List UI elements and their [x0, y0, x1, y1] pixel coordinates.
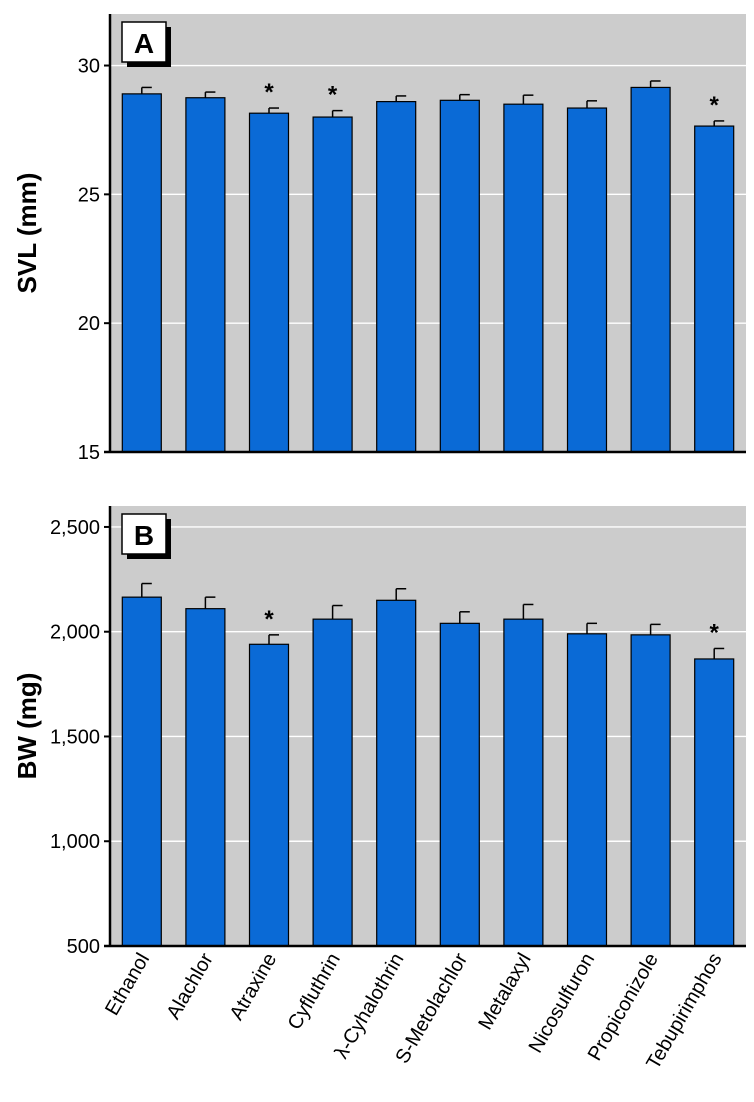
- y-axis-label-a: SVL (mm): [12, 173, 42, 294]
- panel-label-box-b: [121, 513, 167, 555]
- y-tick-label-a-0: 15: [78, 442, 100, 464]
- y-tick-label-b-2: 1,500: [50, 726, 100, 748]
- bar-b-8: [630, 634, 671, 947]
- y-tick-label-a-3: 30: [78, 56, 100, 78]
- y-tick-label-b-1: 1,000: [50, 831, 100, 853]
- bar-b-1: [185, 608, 226, 947]
- y-axis-label-b: BW (mg): [12, 673, 42, 780]
- bar-b-0: [121, 596, 162, 947]
- x-tick-label-1: Alachlor: [163, 949, 218, 1023]
- bar-a-7: [566, 107, 608, 453]
- significance-marker-b-9: *: [710, 619, 720, 646]
- bar-b-3: [312, 618, 353, 947]
- significance-marker-a-9: *: [710, 92, 720, 119]
- bar-a-0: [121, 93, 162, 453]
- y-tick-label-a-2: 25: [78, 184, 100, 206]
- significance-marker-a-3: *: [328, 82, 338, 109]
- bar-a-2: [248, 112, 290, 453]
- y-tick-label-b-3: 2,000: [50, 622, 100, 644]
- bar-a-3: [312, 116, 353, 453]
- y-tick-label-b-0: 500: [67, 936, 100, 958]
- x-tick-label-7: Nicosulfuron: [525, 950, 600, 1057]
- significance-marker-b-2: *: [264, 606, 274, 633]
- bar-b-2: [248, 643, 290, 947]
- panel-label-b: B: [134, 520, 154, 551]
- x-tick-label-3: Cyfluthrin: [284, 950, 345, 1034]
- panel-b: 500 1,000 1,500 2,000 2,500 * * BW (mg) B: [12, 506, 746, 958]
- x-tick-label-0: Ethanol: [101, 950, 154, 1020]
- x-tick-label-6: Metalaxyl: [474, 950, 535, 1034]
- bar-a-9: [694, 125, 735, 453]
- panel-a: 15 20 25 30 * * * SVL (mm) A: [12, 14, 746, 464]
- bar-a-1: [185, 97, 226, 453]
- bar-b-6: [503, 618, 544, 947]
- bar-a-6: [503, 103, 544, 453]
- y-tick-label-a-1: 20: [78, 313, 100, 335]
- significance-marker-a-2: *: [264, 79, 274, 106]
- bar-b-7: [566, 633, 608, 947]
- panel-label-a: A: [134, 28, 154, 59]
- bar-b-5: [439, 622, 480, 947]
- bar-a-4: [376, 100, 417, 453]
- y-tick-label-b-4: 2,500: [50, 517, 100, 539]
- bar-b-4: [376, 599, 417, 947]
- x-tick-label-2: Atraxine: [226, 950, 282, 1025]
- bar-a-5: [439, 99, 480, 453]
- bar-b-9: [694, 658, 735, 947]
- bar-a-8: [630, 86, 671, 453]
- panel-label-box-a: [121, 21, 167, 63]
